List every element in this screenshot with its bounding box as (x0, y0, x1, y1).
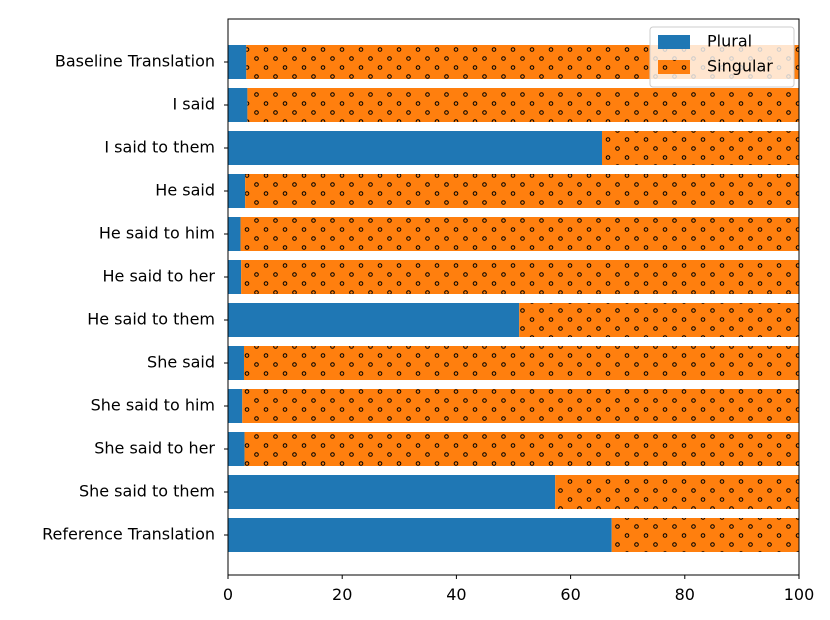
bar-plural-4 (228, 217, 241, 251)
y-tick-label: He said to her (103, 267, 216, 286)
bars-group (228, 45, 800, 552)
y-tick-label: She said to her (94, 439, 215, 458)
bar-singular-2 (602, 131, 799, 165)
y-tick-label: I said to them (104, 138, 215, 157)
y-tick-label: Baseline Translation (55, 52, 215, 71)
x-tick-label: 60 (560, 585, 580, 604)
bar-plural-9 (228, 432, 245, 466)
legend-label-plural: Plural (707, 32, 752, 51)
legend-swatch-singular (658, 60, 690, 74)
bar-plural-0 (228, 45, 247, 79)
y-tick-label: I said (172, 95, 215, 114)
bar-plural-6 (228, 303, 520, 337)
bar-singular-5 (241, 260, 799, 294)
y-axis: Baseline Translation I said I said to them… (42, 52, 228, 544)
x-tick-label: 100 (784, 585, 815, 604)
x-tick-label: 80 (675, 585, 695, 604)
bar-singular-7 (243, 346, 800, 380)
bar-singular-10 (555, 475, 799, 509)
bar-plural-1 (228, 88, 248, 122)
y-tick-label: He said to them (87, 310, 215, 329)
x-tick-label: 20 (332, 585, 352, 604)
legend-label-singular: Singular (707, 57, 773, 76)
bar-singular-1 (247, 88, 799, 122)
bar-plural-2 (228, 131, 602, 165)
y-tick-label: She said to them (79, 482, 215, 501)
y-tick-label: She said (147, 353, 215, 372)
x-tick-label: 40 (446, 585, 466, 604)
bar-singular-4 (240, 217, 799, 251)
bar-singular-3 (245, 174, 799, 208)
bar-plural-5 (228, 260, 242, 294)
x-tick-label: 0 (223, 585, 233, 604)
bar-plural-3 (228, 174, 246, 208)
bar-singular-11 (611, 518, 799, 552)
bar-singular-9 (244, 432, 799, 466)
y-tick-label: She said to him (91, 396, 215, 415)
bar-singular-8 (242, 389, 800, 423)
legend: Plural Singular (649, 26, 795, 88)
y-tick-label: He said (155, 181, 215, 200)
bar-singular-6 (519, 303, 799, 337)
y-tick-label: He said to him (99, 224, 215, 243)
plot-frame (227, 18, 800, 576)
legend-swatch-plural (658, 35, 690, 49)
bar-plural-11 (228, 518, 612, 552)
bar-plural-10 (228, 475, 556, 509)
bar-plural-7 (228, 346, 244, 380)
x-axis: 0 20 40 60 80 100 (223, 575, 814, 604)
bar-plural-8 (228, 389, 243, 423)
y-tick-label: Reference Translation (42, 525, 215, 544)
